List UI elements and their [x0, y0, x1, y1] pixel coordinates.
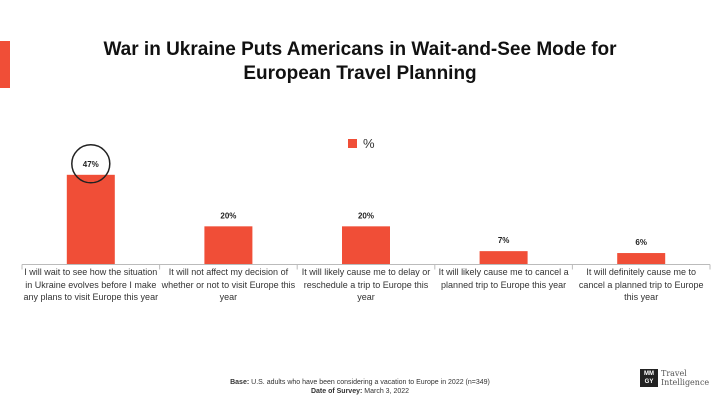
chart-title: War in Ukraine Puts Americans in Wait-an…	[40, 38, 680, 86]
bar-4	[479, 251, 528, 265]
base-note: Base: U.S. adults who have been consider…	[150, 378, 570, 387]
legend: %	[348, 136, 375, 151]
legend-swatch	[348, 139, 357, 148]
logo-text-line-1: Travel	[661, 369, 687, 378]
survey-date-text: March 3, 2022	[364, 388, 410, 395]
data-label-1: 47%	[83, 160, 99, 169]
category-label-5: It will definitely cause me to cancel a …	[578, 267, 704, 302]
data-label-3: 20%	[358, 211, 374, 220]
bar-2	[204, 226, 253, 265]
category-label-2: It will not affect my decision of whethe…	[161, 267, 296, 302]
chart-title-line-1: War in Ukraine Puts Americans in Wait-an…	[103, 39, 617, 60]
base-label: Base:	[230, 379, 250, 386]
chart-title-line-2: European Travel Planning	[243, 63, 477, 84]
footer-note: Base: U.S. adults who have been consider…	[150, 378, 570, 396]
accent-bar	[0, 41, 10, 88]
category-label-4: It will likely cause me to cancel a plan…	[438, 267, 569, 290]
bar-1	[66, 174, 115, 265]
highlight-circle	[71, 144, 111, 184]
base-text: U.S. adults who have been considering a …	[251, 379, 490, 386]
legend-label: %	[363, 136, 375, 151]
survey-date-label: Date of Survey:	[310, 388, 363, 395]
data-label-5: 6%	[635, 238, 647, 247]
logo-mark-top: MM	[644, 371, 654, 377]
category-label-1: I will wait to see how the situation in …	[23, 267, 159, 302]
logo-mark: MM GY	[640, 369, 658, 387]
bar-5	[617, 253, 666, 265]
category-label-3: It will likely cause me to delay or resc…	[301, 267, 431, 302]
bar-3	[342, 226, 390, 265]
logo-text-line-2: Intelligence	[661, 378, 710, 387]
logo-text: Travel Intelligence	[661, 369, 709, 387]
logo-mark-bottom: GY	[644, 379, 654, 385]
mmgy-logo: MM GY Travel Intelligence	[640, 369, 709, 387]
survey-date-note: Date of Survey: March 3, 2022	[150, 387, 570, 396]
data-label-4: 7%	[498, 236, 510, 245]
data-label-2: 20%	[220, 211, 236, 220]
